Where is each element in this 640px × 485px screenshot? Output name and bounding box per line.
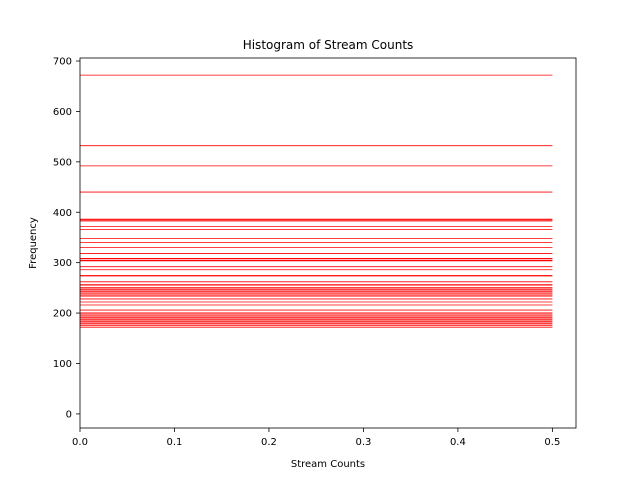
x-tick-label: 0.2 <box>261 437 277 448</box>
plot-frame <box>79 57 577 429</box>
bars-layer <box>80 74 553 328</box>
x-tick-label: 0.5 <box>544 437 560 448</box>
x-tick-label: 0.0 <box>72 437 88 448</box>
x-axis-label: Stream Counts <box>291 459 365 470</box>
x-axis: 0.0 0.1 0.2 0.3 0.4 0.5 <box>72 428 560 448</box>
y-tick-label: 700 <box>53 57 72 68</box>
x-tick-label: 0.1 <box>167 437 183 448</box>
x-tick-label: 0.4 <box>450 437 466 448</box>
x-tick-label: 0.3 <box>355 437 371 448</box>
y-tick-label: 600 <box>53 107 72 118</box>
y-axis: 0 100 200 300 400 500 600 700 <box>53 57 80 420</box>
y-tick-label: 100 <box>53 359 72 370</box>
y-tick-label: 300 <box>53 258 72 269</box>
y-axis-label: Frequency <box>28 217 39 269</box>
y-tick-label: 400 <box>53 208 72 219</box>
y-tick-label: 0 <box>66 409 72 420</box>
chart-title: Histogram of Stream Counts <box>243 38 414 52</box>
y-tick-label: 500 <box>53 157 72 168</box>
y-tick-label: 200 <box>53 309 72 320</box>
